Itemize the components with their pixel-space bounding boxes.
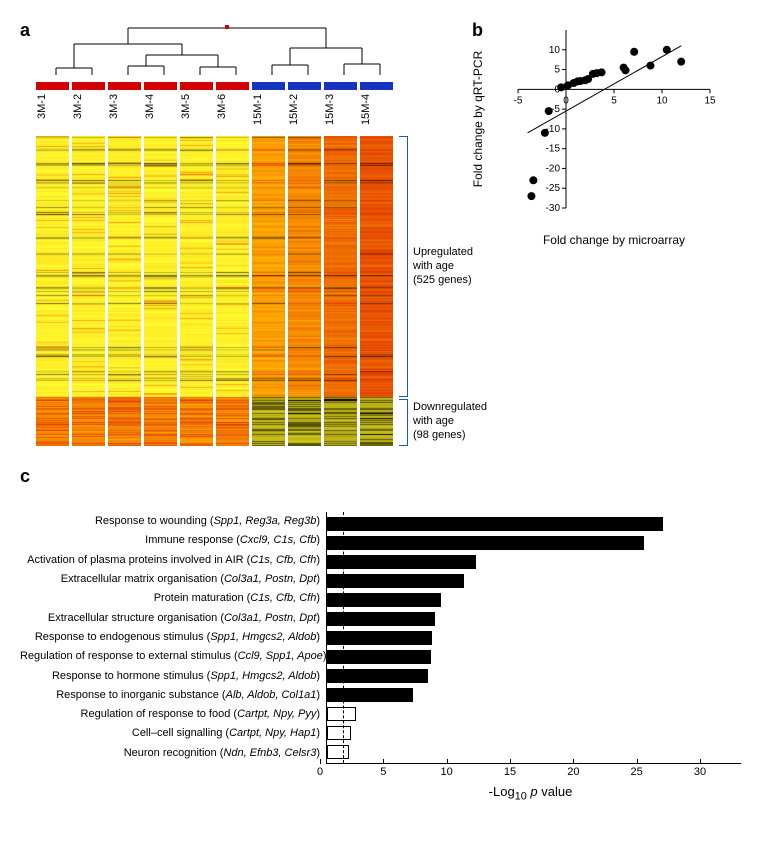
bar-category-labels: Response to wounding (Spp1, Reg3a, Reg3b… [20, 512, 326, 763]
svg-text:0: 0 [563, 95, 569, 106]
heatmap-column [36, 136, 69, 446]
svg-text:-5: -5 [514, 95, 523, 106]
svg-text:Fold change by qRT-PCR: Fold change by qRT-PCR [471, 50, 485, 187]
panel-b: -5051015-30-25-20-15-10-50510Fold change… [470, 20, 720, 250]
bar-label: Regulation of response to external stimu… [20, 651, 320, 662]
group-bar [36, 82, 69, 90]
group-bar [288, 82, 321, 90]
column-label: 15M-1 [252, 94, 285, 136]
bracket-label-up: Upregulatedwith age(525 genes) [413, 245, 473, 288]
bar [327, 574, 464, 588]
heatmap-column [252, 136, 285, 446]
svg-text:-25: -25 [546, 183, 561, 194]
bar-label: Extracellular matrix organisation (Col3a… [20, 574, 320, 585]
column-label: 15M-4 [360, 94, 393, 136]
bar-label: Response to inorganic substance (Alb, Al… [20, 690, 320, 701]
group-bar [360, 82, 393, 90]
group-bar [108, 82, 141, 90]
bar [327, 726, 351, 740]
threshold-line [343, 512, 344, 763]
column-labels: 3M-13M-23M-33M-43M-53M-615M-115M-215M-31… [36, 94, 450, 136]
group-bar [72, 82, 105, 90]
panel-c: Response to wounding (Spp1, Reg3a, Reg3b… [20, 512, 741, 803]
column-label: 3M-2 [72, 94, 105, 136]
dendrogram [20, 20, 400, 75]
heatmap-column [108, 136, 141, 446]
column-label: 3M-3 [108, 94, 141, 136]
bar [327, 517, 663, 531]
bar-label: Protein maturation (C1s, Cfb, Cfh) [20, 593, 320, 604]
bar-label: Response to endogenous stimulus (Spp1, H… [20, 632, 320, 643]
heatmap-column [360, 136, 393, 446]
heatmap [36, 136, 393, 446]
column-label: 3M-1 [36, 94, 69, 136]
svg-text:5: 5 [554, 65, 560, 76]
bar-plot-area [326, 512, 741, 764]
bar [327, 669, 428, 683]
bar-label: Immune response (Cxcl9, C1s, Cfb) [20, 535, 320, 546]
bar-label: Response to hormone stimulus (Spp1, Hmgc… [20, 671, 320, 682]
group-bar [144, 82, 177, 90]
heatmap-column [180, 136, 213, 446]
column-label: 3M-6 [216, 94, 249, 136]
heatmap-column [144, 136, 177, 446]
group-bar [324, 82, 357, 90]
scatter-plot: -5051015-30-25-20-15-10-50510Fold change… [470, 20, 720, 250]
bar-label: Neuron recognition (Ndn, Efnb3, Celsr3) [20, 748, 320, 759]
heatmap-column [324, 136, 357, 446]
bracket-label-down: Downregulatedwith age(98 genes) [413, 400, 487, 443]
column-label: 3M-5 [180, 94, 213, 136]
bar-x-ticks: 051015202530 [320, 764, 700, 782]
bar-label: Cell–cell signalling (Cartpt, Npy, Hap1) [20, 728, 320, 739]
group-bar [252, 82, 285, 90]
heatmap-column [288, 136, 321, 446]
svg-text:-15: -15 [546, 144, 561, 155]
svg-text:-30: -30 [546, 203, 561, 214]
bar [327, 745, 349, 759]
heatmap-brackets: Upregulatedwith age(525 genes)Downregula… [399, 136, 450, 446]
bar [327, 707, 356, 721]
bar-label: Regulation of response to food (Cartpt, … [20, 709, 320, 720]
svg-text:15: 15 [704, 95, 716, 106]
column-label: 3M-4 [144, 94, 177, 136]
svg-text:5: 5 [611, 95, 617, 106]
svg-text:-20: -20 [546, 163, 561, 174]
panel-a: 3M-13M-23M-33M-43M-53M-615M-115M-215M-31… [20, 20, 450, 446]
column-label: 15M-2 [288, 94, 321, 136]
bar [327, 688, 413, 702]
group-bar [216, 82, 249, 90]
heatmap-column [72, 136, 105, 446]
svg-text:10: 10 [549, 45, 561, 56]
svg-text:10: 10 [656, 95, 668, 106]
bar-label: Extracellular structure organisation (Co… [20, 613, 320, 624]
panel-label-c: c [20, 466, 741, 487]
group-color-bars [36, 82, 450, 90]
bar-label: Response to wounding (Spp1, Reg3a, Reg3b… [20, 516, 320, 527]
heatmap-column [216, 136, 249, 446]
bar [327, 555, 476, 569]
bar-x-axis-label: -Log10 p value [320, 784, 741, 803]
svg-text:Fold change by microarray: Fold change by microarray [543, 233, 685, 247]
group-bar [180, 82, 213, 90]
bar [327, 536, 644, 550]
bar-label: Activation of plasma proteins involved i… [20, 555, 320, 566]
svg-text:-5: -5 [551, 104, 560, 115]
column-label: 15M-3 [324, 94, 357, 136]
